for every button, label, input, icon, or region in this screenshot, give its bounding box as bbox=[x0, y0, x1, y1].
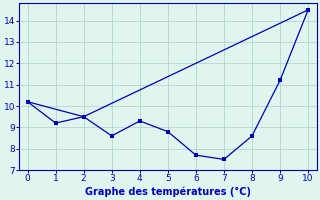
X-axis label: Graphe des températures (°C): Graphe des températures (°C) bbox=[85, 186, 251, 197]
